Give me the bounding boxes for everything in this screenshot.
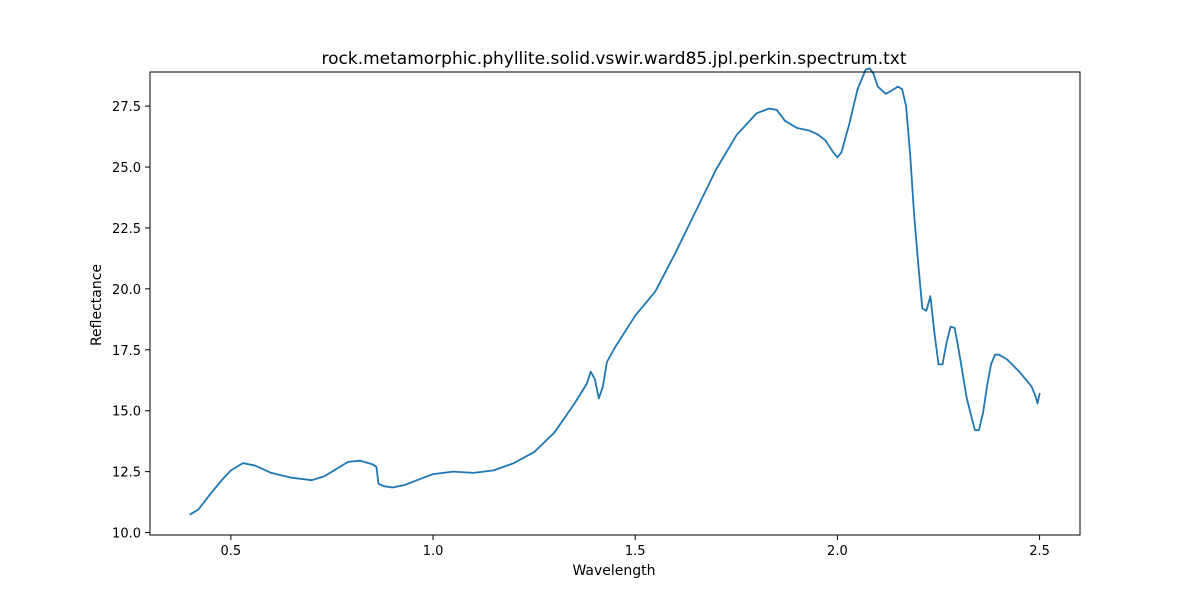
x-tick-label: 0.5 bbox=[221, 544, 242, 559]
y-tick-label: 25.0 bbox=[112, 161, 141, 176]
y-tick-label: 20.0 bbox=[112, 283, 141, 298]
x-tick-label: 1.0 bbox=[423, 544, 444, 559]
plot-area bbox=[189, 67, 1041, 516]
y-tick-label: 27.5 bbox=[112, 100, 141, 115]
y-tick-label: 17.5 bbox=[112, 344, 141, 359]
chart-title: rock.metamorphic.phyllite.solid.vswir.wa… bbox=[321, 49, 906, 69]
y-tick-label: 22.5 bbox=[112, 222, 141, 237]
x-tick-label: 1.5 bbox=[625, 544, 646, 559]
y-axis-title: Reflectance bbox=[89, 264, 105, 346]
x-tick-label: 2.5 bbox=[1029, 544, 1050, 559]
axes: 0.5 1.0 1.5 2.0 2.5 10.0 12.5 15.0 17.5 20.0 22.5 2… bbox=[112, 71, 1081, 559]
series-line-0 bbox=[189, 67, 1041, 516]
y-tick-label: 10.0 bbox=[112, 527, 141, 542]
plot-frame bbox=[149, 71, 1081, 536]
x-axis-title: Wavelength bbox=[572, 563, 655, 579]
x-tick-label: 2.0 bbox=[827, 544, 848, 559]
y-tick-label: 12.5 bbox=[112, 466, 141, 481]
y-tick-label: 15.0 bbox=[112, 405, 141, 420]
